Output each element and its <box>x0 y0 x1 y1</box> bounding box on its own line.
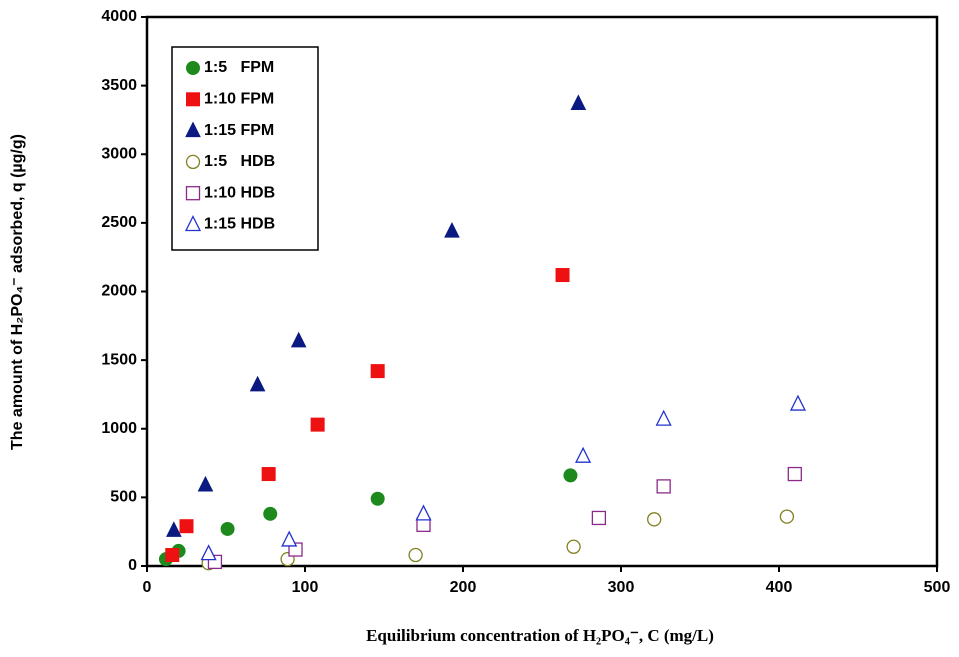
data-point <box>787 466 802 482</box>
legend-label: 1:5 HDB <box>204 153 275 170</box>
x-tick-label: 400 <box>766 579 793 596</box>
data-point <box>789 394 807 411</box>
legend-label: 1:10 FPM <box>204 91 274 108</box>
y-tick-label: 3500 <box>101 77 137 94</box>
legend-marker <box>186 61 200 75</box>
legend-marker <box>185 154 201 170</box>
y-tick-label: 1500 <box>101 351 137 368</box>
legend-label: 1:15 HDB <box>204 216 275 233</box>
data-point <box>281 530 298 547</box>
data-point <box>179 519 194 534</box>
data-point <box>370 491 385 506</box>
data-point <box>647 512 662 527</box>
legend-label: 1:15 FPM <box>204 122 274 139</box>
x-axis-title: Equilibrium concentration of H₂PO₄⁻, C (… <box>366 626 714 645</box>
legend-marker <box>185 186 201 201</box>
data-point <box>655 409 672 426</box>
data-point <box>408 547 423 563</box>
data-point <box>197 475 214 492</box>
data-point <box>566 539 581 554</box>
data-point <box>200 544 217 561</box>
legend-label: 1:5 FPM <box>204 59 274 76</box>
data-point <box>370 364 385 379</box>
y-axis-title: The amount of H₂PO₄⁻ adsorbed, q (µg/g) <box>9 134 26 450</box>
data-point <box>263 506 278 521</box>
y-tick-label: 2500 <box>101 214 137 231</box>
data-point <box>165 548 180 563</box>
x-tick-label: 500 <box>924 579 951 596</box>
x-tick-label: 200 <box>450 579 477 596</box>
legend-marker <box>184 215 202 232</box>
data-point <box>310 417 325 432</box>
data-point <box>220 521 235 536</box>
y-tick-label: 500 <box>110 489 137 506</box>
data-point <box>563 468 578 483</box>
data-point <box>415 504 432 521</box>
legend-marker <box>186 92 200 107</box>
x-tick-label: 300 <box>608 579 635 596</box>
y-tick-label: 0 <box>128 557 137 574</box>
legend-box <box>171 46 319 251</box>
data-point <box>249 375 266 392</box>
y-tick-label: 1000 <box>101 420 137 437</box>
y-tick-label: 3000 <box>101 145 137 162</box>
data-point <box>591 510 607 526</box>
legend-marker <box>185 121 201 138</box>
x-tick-label: 100 <box>292 579 319 596</box>
data-point <box>570 94 587 110</box>
data-point <box>555 268 570 283</box>
data-point <box>261 467 276 482</box>
y-tick-label: 2000 <box>101 283 137 300</box>
data-point <box>290 331 307 348</box>
data-point <box>656 479 671 494</box>
y-tick-label: 4000 <box>101 8 137 25</box>
data-point <box>575 446 592 463</box>
data-point <box>166 521 182 537</box>
legend-label: 1:10 HDB <box>204 184 275 201</box>
data-point <box>779 509 795 524</box>
x-tick-label: 0 <box>143 579 152 596</box>
data-point <box>444 221 460 238</box>
